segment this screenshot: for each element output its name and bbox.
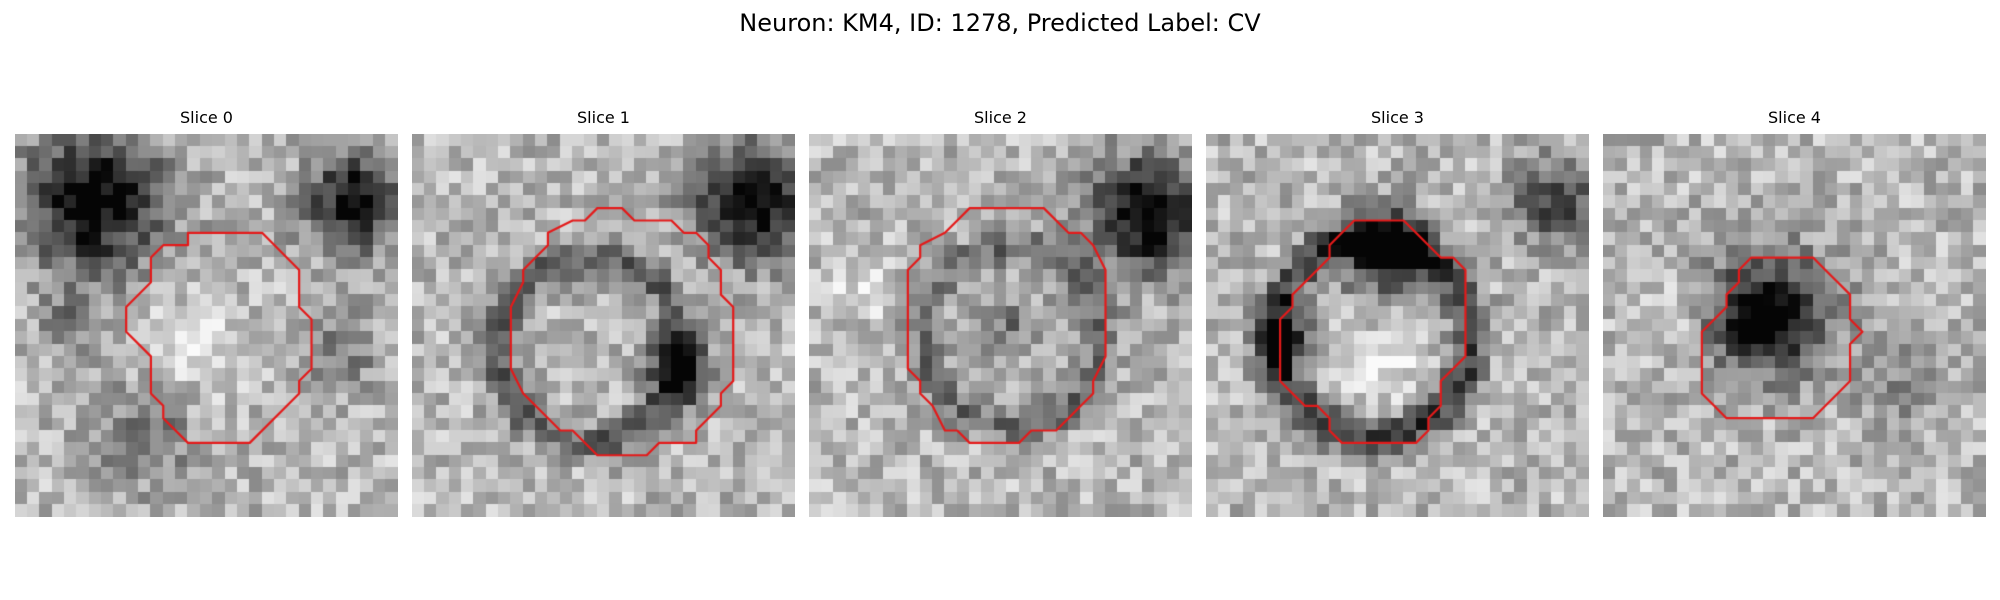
- slice-image-3: [1206, 134, 1589, 517]
- slice-panel-0: Slice 0: [15, 108, 398, 517]
- slice-panel-3: Slice 3: [1206, 108, 1589, 517]
- slice-image-0: [15, 134, 398, 517]
- slice-title-0: Slice 0: [180, 108, 233, 127]
- slice-panel-2: Slice 2: [809, 108, 1192, 517]
- slice-panel-4: Slice 4: [1603, 108, 1986, 517]
- slice-title-2: Slice 2: [974, 108, 1027, 127]
- slice-panel-1: Slice 1: [412, 108, 795, 517]
- slice-title-4: Slice 4: [1768, 108, 1821, 127]
- slice-title-3: Slice 3: [1371, 108, 1424, 127]
- slice-image-1: [412, 134, 795, 517]
- slice-image-2: [809, 134, 1192, 517]
- slice-title-1: Slice 1: [577, 108, 630, 127]
- figure-title: Neuron: KM4, ID: 1278, Predicted Label: …: [739, 9, 1261, 37]
- slice-image-4: [1603, 134, 1986, 517]
